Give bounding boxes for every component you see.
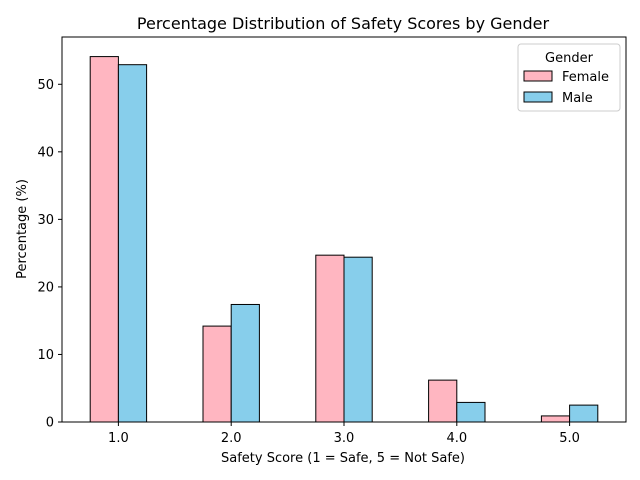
chart-title: Percentage Distribution of Safety Scores… [137, 14, 550, 33]
y-tick-label: 30 [37, 213, 54, 228]
axes-layer: 1.0 2.0 3.0 4.0 5.0 0 10 20 30 40 50 [37, 36, 627, 446]
x-tick-label: 2.0 [221, 431, 242, 446]
y-tick-label: 0 [46, 416, 54, 431]
legend-label-male: Male [562, 91, 593, 106]
bar-female-2.0 [202, 325, 232, 423]
bar-male-4.0 [456, 401, 486, 423]
legend: Gender Female Male [517, 43, 621, 112]
x-tick-label: 1.0 [108, 431, 129, 446]
bar-female-5.0 [540, 415, 571, 423]
bar-male-1.0 [117, 64, 148, 423]
bar-female-4.0 [428, 379, 458, 423]
y-tick-label: 50 [37, 78, 54, 93]
legend-swatch-male [523, 91, 553, 103]
x-axis-label: Safety Score (1 = Safe, 5 = Not Safe) [221, 451, 465, 466]
bar-male-5.0 [569, 404, 599, 423]
legend-label-female: Female [562, 70, 609, 85]
x-tick-label: 5.0 [559, 431, 580, 446]
legend-title: Gender [545, 51, 594, 66]
y-tick-label: 10 [37, 348, 54, 363]
bar-female-1.0 [89, 56, 119, 423]
bar-male-3.0 [343, 256, 373, 423]
y-axis-label: Percentage (%) [15, 179, 30, 279]
bars-layer [89, 56, 599, 423]
legend-swatch-female [523, 70, 553, 82]
bar-male-2.0 [230, 303, 260, 423]
x-tick-label: 3.0 [334, 431, 355, 446]
y-tick-label: 20 [37, 280, 54, 295]
y-tick-label: 40 [37, 145, 54, 160]
bar-female-3.0 [315, 254, 345, 423]
x-tick-label: 4.0 [446, 431, 467, 446]
